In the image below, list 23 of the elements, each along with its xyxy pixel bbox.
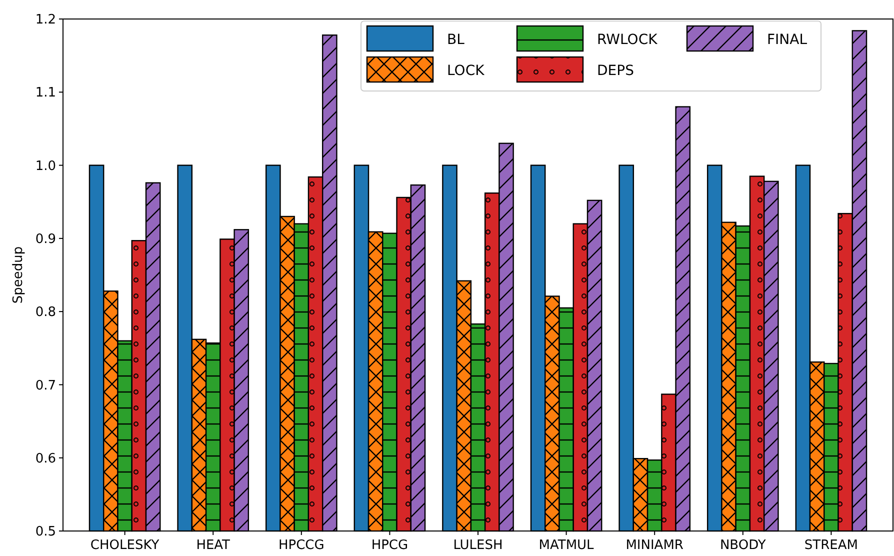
x-tick-label: MINIAMR bbox=[626, 538, 684, 553]
x-tick-label: LULESH bbox=[453, 538, 503, 553]
x-tick-label: NBODY bbox=[720, 538, 766, 553]
x-tick-label: STREAM bbox=[804, 538, 858, 553]
y-tick-label: 0.6 bbox=[35, 451, 56, 466]
y-axis-title: Speedup bbox=[11, 246, 26, 304]
legend-label: FINAL bbox=[767, 32, 808, 48]
x-tick-label: HPCG bbox=[371, 538, 408, 553]
legend-label: LOCK bbox=[447, 62, 486, 79]
y-tick-label: 1.1 bbox=[35, 86, 56, 101]
y-tick-label: 0.9 bbox=[35, 232, 56, 247]
y-tick-label: 0.8 bbox=[35, 305, 56, 320]
legend-label: BL bbox=[447, 32, 465, 48]
y-tick-label: 1.2 bbox=[35, 12, 56, 28]
legend-label: RWLOCK bbox=[597, 32, 658, 48]
y-tick-label: 0.5 bbox=[35, 524, 56, 540]
legend-label: DEPS bbox=[597, 62, 634, 79]
x-tick-label: MATMUL bbox=[538, 538, 595, 553]
y-tick-label: 0.7 bbox=[35, 378, 56, 394]
x-tick-label: HPCCG bbox=[278, 538, 324, 553]
x-tick-label: HEAT bbox=[196, 538, 230, 553]
x-tick-label: CHOLESKY bbox=[90, 538, 160, 553]
y-tick-label: 1.0 bbox=[35, 158, 56, 174]
